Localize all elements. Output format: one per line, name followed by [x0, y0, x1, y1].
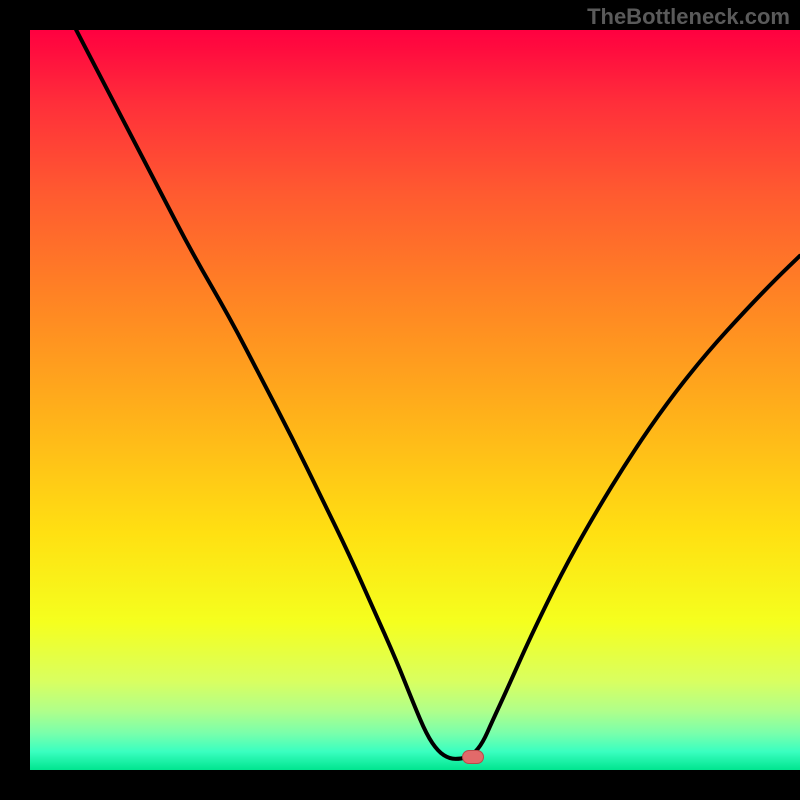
- plot-area: [30, 30, 800, 770]
- bottleneck-curve: [30, 30, 800, 770]
- chart-frame: TheBottleneck.com: [0, 0, 800, 800]
- optimal-point-marker: [462, 750, 484, 764]
- watermark-text: TheBottleneck.com: [587, 4, 790, 30]
